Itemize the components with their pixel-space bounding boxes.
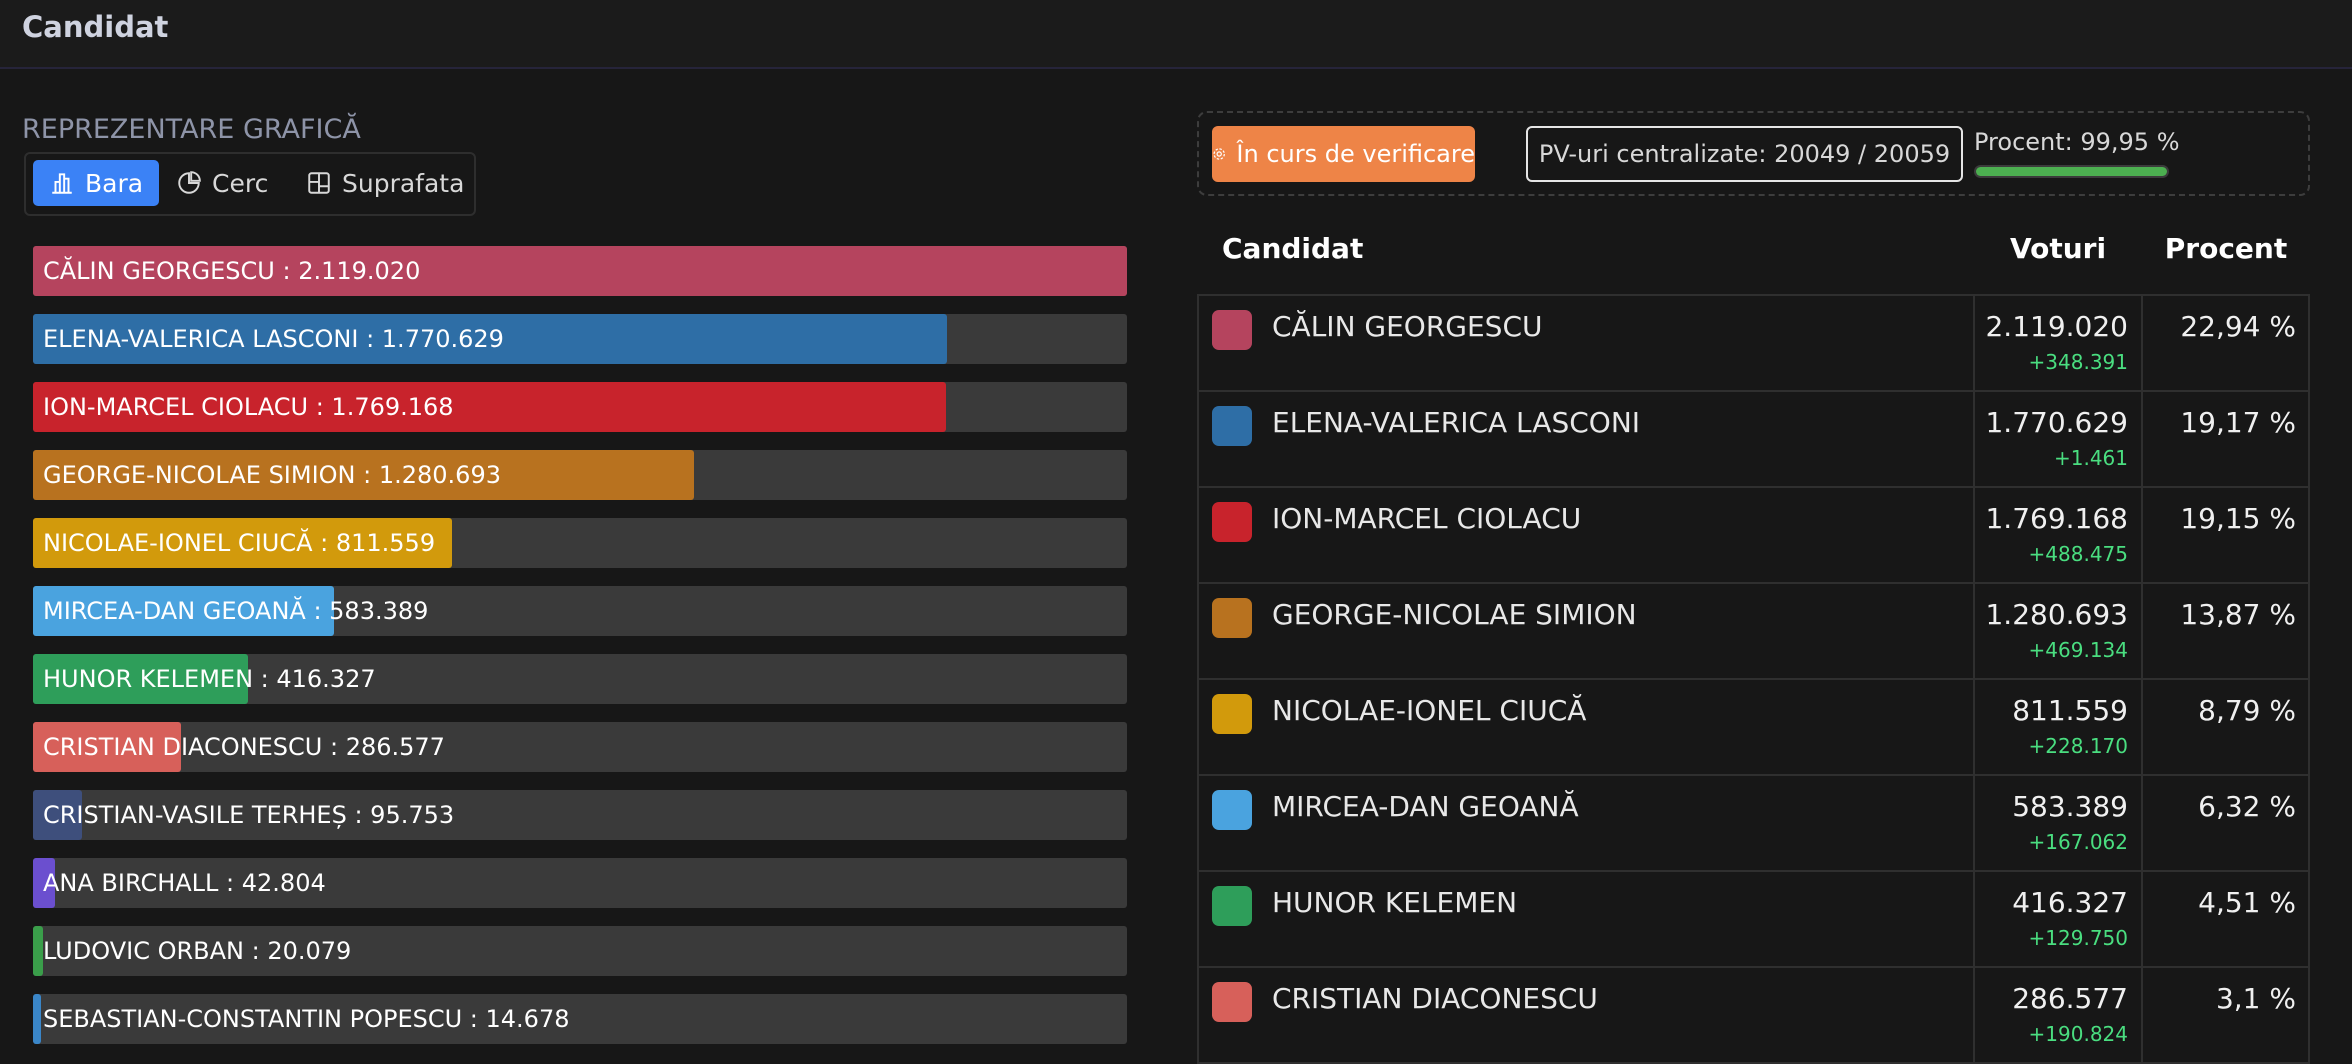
color-swatch <box>1212 310 1252 350</box>
bar <box>33 926 44 976</box>
candidate-name: ELENA-VALERICA LASCONI <box>1272 406 1641 439</box>
votes-delta: +167.062 <box>2028 830 2128 854</box>
view-tab-label: Suprafata <box>342 168 465 198</box>
status-box <box>1197 111 2310 196</box>
color-swatch <box>1212 982 1252 1022</box>
candidate-name: GEORGE-NICOLAE SIMION <box>1272 598 1637 631</box>
percent: 6,32 % <box>2198 790 2296 823</box>
row-line <box>1197 582 2310 584</box>
bar-label: ION-MARCEL CIOLACU : 1.769.168 <box>43 393 454 421</box>
votes: 811.559 <box>2012 694 2128 727</box>
candidate-name: MIRCEA-DAN GEOANĂ <box>1272 790 1579 823</box>
candidate-name: CĂLIN GEORGESCU <box>1272 310 1543 343</box>
candidate-name: ION-MARCEL CIOLACU <box>1272 502 1582 535</box>
status-button-label: În curs de verificare <box>1236 140 1475 168</box>
candidate-name: CRISTIAN DIACONESCU <box>1272 982 1598 1015</box>
row-line <box>1197 966 2310 968</box>
bar-track <box>33 926 1127 976</box>
votes-delta: +1.461 <box>2053 446 2128 470</box>
bar <box>33 586 335 636</box>
votes-delta: +348.391 <box>2028 350 2128 374</box>
percent: 3,1 % <box>2215 982 2296 1015</box>
votes: 1.770.629 <box>1985 406 2128 439</box>
header-title: Candidat <box>22 10 169 44</box>
bar <box>33 518 452 568</box>
view-tab[interactable]: Cerc <box>160 160 284 206</box>
bar <box>33 450 695 500</box>
pv-count: PV-uri centralizate: 20049 / 20059 <box>1526 126 1963 182</box>
votes: 416.327 <box>2012 886 2128 919</box>
bar <box>33 314 948 364</box>
bar-label: NICOLAE-IONEL CIUCĂ : 811.559 <box>43 529 436 557</box>
percent: 4,51 % <box>2198 886 2296 919</box>
votes-delta: +190.824 <box>2028 1022 2128 1046</box>
color-swatch <box>1212 694 1252 734</box>
bar-track <box>33 858 1127 908</box>
row-line <box>1197 486 2310 488</box>
section-title: REPREZENTARE GRAFICĂ <box>22 114 361 145</box>
bar <box>33 994 41 1044</box>
bar-label: GEORGE-NICOLAE SIMION : 1.280.693 <box>43 461 501 489</box>
bar-label: ELENA-VALERICA LASCONI : 1.770.629 <box>43 325 504 353</box>
bar-label: CĂLIN GEORGESCU : 2.119.020 <box>43 257 421 285</box>
header-bar <box>0 0 2352 69</box>
bar-label: CRISTIAN DIACONESCU : 286.577 <box>43 733 445 761</box>
bar <box>33 722 181 772</box>
row-line <box>1197 774 2310 776</box>
color-swatch <box>1212 886 1252 926</box>
bar-track <box>33 722 1127 772</box>
percent: 22,94 % <box>2180 310 2296 343</box>
bar <box>33 246 1127 296</box>
bar-track <box>33 790 1127 840</box>
bar-label: CRISTIAN-VASILE TERHEȘ : 95.753 <box>43 801 455 829</box>
votes: 2.119.020 <box>1985 310 2128 343</box>
view-tabs <box>24 152 476 216</box>
status-button[interactable]: În curs de verificare <box>1212 126 1475 182</box>
votes: 583.389 <box>2012 790 2128 823</box>
bar <box>33 382 947 432</box>
row-line <box>1197 390 2310 392</box>
gear-icon <box>1213 148 1225 160</box>
color-swatch <box>1212 406 1252 446</box>
bar-label: ANA BIRCHALL : 42.804 <box>43 869 326 897</box>
progress-label: Procent: 99,95 % <box>1974 128 2180 156</box>
votes: 1.769.168 <box>1985 502 2128 535</box>
percent: 13,87 % <box>2180 598 2296 631</box>
candidate-name: NICOLAE-IONEL CIUCĂ <box>1272 694 1587 727</box>
row-line <box>1197 870 2310 872</box>
progress-track <box>1974 165 2169 178</box>
votes-delta: +129.750 <box>2028 926 2128 950</box>
color-swatch <box>1212 790 1252 830</box>
column-header: Voturi <box>2009 232 2107 265</box>
bar <box>33 858 56 908</box>
bar-label: MIRCEA-DAN GEOANĂ : 583.389 <box>43 597 429 625</box>
votes-delta: +488.475 <box>2028 542 2128 566</box>
bar-label: HUNOR KELEMEN : 416.327 <box>43 665 376 693</box>
color-swatch <box>1212 502 1252 542</box>
percent: 8,79 % <box>2198 694 2296 727</box>
view-tab[interactable]: Suprafata <box>290 160 480 206</box>
view-tab-label: Cerc <box>212 168 269 198</box>
votes: 286.577 <box>2012 982 2128 1015</box>
percent: 19,17 % <box>2180 406 2296 439</box>
column-header: Candidat <box>1222 232 1364 265</box>
color-swatch <box>1212 598 1252 638</box>
bar <box>33 654 248 704</box>
bar-track <box>33 994 1127 1044</box>
votes: 1.280.693 <box>1985 598 2128 631</box>
votes-delta: +228.170 <box>2028 734 2128 758</box>
bar-label: SEBASTIAN-CONSTANTIN POPESCU : 14.678 <box>43 1005 570 1033</box>
row-line <box>1197 678 2310 680</box>
progress-fill <box>1976 167 2167 176</box>
candidate-name: HUNOR KELEMEN <box>1272 886 1518 919</box>
votes-delta: +469.134 <box>2028 638 2128 662</box>
view-tab-label: Bara <box>85 168 144 198</box>
percent: 19,15 % <box>2180 502 2296 535</box>
row-line <box>1197 294 2310 296</box>
column-header: Procent <box>2164 232 2288 265</box>
view-tab[interactable]: Bara <box>33 160 160 206</box>
bar <box>33 790 83 840</box>
bar-label: LUDOVIC ORBAN : 20.079 <box>43 937 352 965</box>
